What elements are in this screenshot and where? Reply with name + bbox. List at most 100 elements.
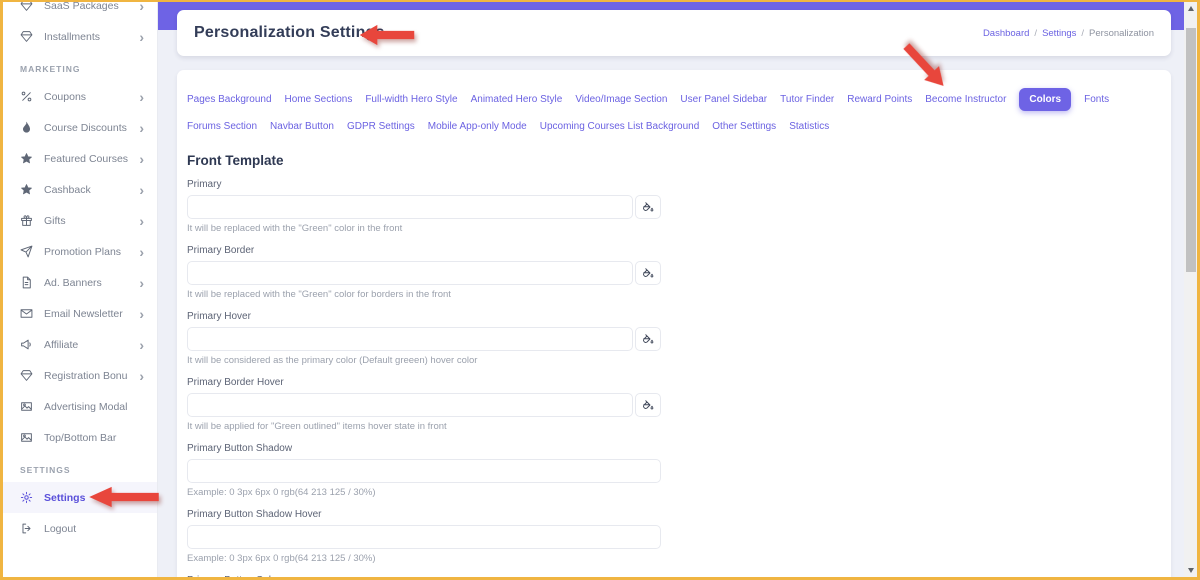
- tab-reward-points[interactable]: Reward Points: [847, 94, 913, 105]
- primary-border-hover-input[interactable]: [187, 393, 633, 417]
- color-picker-button[interactable]: [635, 261, 661, 285]
- sidebar-section-label: MARKETING: [20, 64, 81, 74]
- sidebar-item-ad-banners[interactable]: Ad. Banners ›: [3, 267, 157, 298]
- form-fields: Primary It will be replaced with the "Gre…: [187, 179, 1161, 577]
- field-primary-button-shadow-hover: Primary Button Shadow Hover Example: 0 3p…: [187, 509, 661, 564]
- breadcrumb-settings[interactable]: Settings: [1042, 27, 1077, 39]
- sidebar-menu: SaaS Packages › Installments › MARKETING Coup…: [3, 2, 157, 544]
- sidebar-item-label: Affiliate: [44, 338, 79, 351]
- page-header-card: Personalization Settings Dashboard / Setti…: [177, 10, 1171, 56]
- sidebar-item-email-newsletter[interactable]: Email Newsletter ›: [3, 298, 157, 329]
- color-picker-button[interactable]: [635, 393, 661, 417]
- primary-hover-input[interactable]: [187, 327, 633, 351]
- sidebar-item-installments[interactable]: Installments ›: [3, 21, 157, 52]
- sidebar-item-saas-packages[interactable]: SaaS Packages ›: [3, 2, 157, 21]
- tab-mobile-app-only-mode[interactable]: Mobile App-only Mode: [427, 121, 527, 132]
- sidebar-section-label: SETTINGS: [20, 465, 71, 475]
- sidebar-item-promotion-plans[interactable]: Promotion Plans ›: [3, 236, 157, 267]
- sidebar-item-featured-courses[interactable]: Featured Courses ›: [3, 143, 157, 174]
- primary-button-shadow-hover-input[interactable]: [187, 525, 661, 549]
- sidebar-item-label: Promotion Plans: [44, 245, 122, 258]
- tab-forums-section[interactable]: Forums Section: [187, 121, 258, 132]
- tab-upcoming-courses-list-background[interactable]: Upcoming Courses List Background: [539, 121, 700, 132]
- flame-icon: [22, 121, 31, 133]
- file-icon: [22, 276, 31, 289]
- tab-colors[interactable]: Colors: [1019, 88, 1072, 111]
- input-row: [187, 393, 661, 417]
- tab-other-settings[interactable]: Other Settings: [712, 121, 777, 132]
- image-icon: [21, 433, 32, 442]
- field-primary-border: Primary Border It will be replaced with t…: [187, 245, 661, 300]
- sidebar-item-cashback[interactable]: Cashback ›: [3, 174, 157, 205]
- tab-tutor-finder[interactable]: Tutor Finder: [780, 94, 835, 105]
- tab-home-sections[interactable]: Home Sections: [284, 94, 353, 105]
- color-picker-button[interactable]: [635, 195, 661, 219]
- field-primary-border-hover: Primary Border Hover It will be applied f…: [187, 377, 661, 432]
- sidebar-item-course-discounts[interactable]: Course Discounts ›: [3, 112, 157, 143]
- field-label: Primary Button Shadow: [187, 443, 293, 454]
- primary-border-input[interactable]: [187, 261, 633, 285]
- scrollbar[interactable]: [1184, 2, 1197, 577]
- sidebar-item-label: Installments: [44, 30, 101, 43]
- chevron-right-icon: ›: [139, 305, 144, 322]
- tab-fonts[interactable]: Fonts: [1084, 94, 1110, 105]
- chevron-right-icon: ›: [139, 212, 144, 229]
- field-help-text: Example: 0 3px 6px 0 rgb(64 213 125 / 30…: [187, 487, 376, 498]
- scrollbar-up-button[interactable]: [1184, 2, 1197, 15]
- envelope-icon: [20, 309, 33, 318]
- input-row: [187, 459, 661, 483]
- sidebar-item-coupons[interactable]: Coupons ›: [3, 81, 157, 112]
- field-label: Primary Button Shadow Hover: [187, 509, 322, 520]
- sidebar-item-label: Coupons: [44, 90, 87, 103]
- tab-video-image-section[interactable]: Video/Image Section: [575, 94, 668, 105]
- breadcrumb-dashboard[interactable]: Dashboard: [982, 27, 1030, 39]
- field-label: Primary Border: [187, 245, 255, 256]
- tab-full-width-hero-style[interactable]: Full-width Hero Style: [365, 94, 458, 105]
- main-area: Personalization Settings Dashboard / Setti…: [158, 2, 1197, 577]
- field-help-text: It will be replaced with the "Green" col…: [187, 223, 403, 234]
- input-row: [187, 525, 661, 549]
- sidebar-item-label: Advertising Modal: [44, 400, 128, 413]
- primary-input[interactable]: [187, 195, 633, 219]
- tab-navbar-button[interactable]: Navbar Button: [270, 121, 334, 132]
- chevron-right-icon: ›: [139, 119, 144, 136]
- sidebar-item-logout[interactable]: Logout: [3, 513, 157, 544]
- gem-icon: [20, 31, 33, 42]
- primary-button-shadow-input[interactable]: [187, 459, 661, 483]
- section-title: Front Template: [187, 153, 284, 168]
- tab-bar: Pages Background Home Sections Full-width …: [187, 88, 1161, 137]
- sidebar-item-top-bottom-bar[interactable]: Top/Bottom Bar: [3, 422, 157, 453]
- sidebar-item-affiliate[interactable]: Affiliate ›: [3, 329, 157, 360]
- input-row: [187, 261, 661, 285]
- sidebar-item-registration-bonus[interactable]: Registration Bonus ›: [3, 360, 157, 391]
- chevron-right-icon: ›: [139, 181, 144, 198]
- scrollbar-thumb[interactable]: [1185, 28, 1196, 272]
- sidebar: SaaS Packages › Installments › MARKETING Coup…: [3, 2, 158, 577]
- field-primary-button-color: Primary Button Color: [187, 575, 661, 577]
- tab-gdpr-settings[interactable]: GDPR Settings: [346, 121, 415, 132]
- breadcrumb-separator: /: [1034, 27, 1038, 39]
- star-icon: [21, 153, 32, 164]
- content-card: Pages Background Home Sections Full-width …: [177, 70, 1171, 577]
- field-primary-button-shadow: Primary Button Shadow Example: 0 3px 6px …: [187, 443, 661, 498]
- field-primary: Primary It will be replaced with the "Gre…: [187, 179, 661, 234]
- chevron-right-icon: ›: [139, 28, 144, 45]
- page-title: Personalization Settings: [194, 24, 385, 41]
- tab-animated-hero-style[interactable]: Animated Hero Style: [470, 94, 563, 105]
- sidebar-item-settings[interactable]: Settings: [3, 482, 157, 513]
- tab-pages-background[interactable]: Pages Background: [187, 94, 272, 105]
- tab-become-instructor[interactable]: Become Instructor: [925, 94, 1007, 105]
- sidebar-item-label: Ad. Banners: [44, 276, 102, 289]
- tab-user-panel-sidebar[interactable]: User Panel Sidebar: [680, 94, 768, 105]
- scrollbar-down-button[interactable]: [1184, 564, 1197, 577]
- color-picker-button[interactable]: [635, 327, 661, 351]
- chevron-right-icon: ›: [139, 336, 144, 353]
- sidebar-item-advertising-modal[interactable]: Advertising Modal: [3, 391, 157, 422]
- sidebar-item-label: Course Discounts: [44, 121, 127, 134]
- input-row: [187, 195, 661, 219]
- send-icon: [20, 245, 33, 258]
- sidebar-item-gifts[interactable]: Gifts ›: [3, 205, 157, 236]
- tab-statistics[interactable]: Statistics: [789, 121, 830, 132]
- chevron-right-icon: ›: [139, 88, 144, 105]
